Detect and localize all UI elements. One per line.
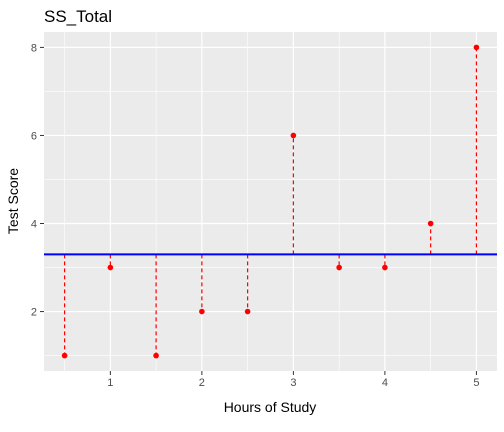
x-tick-label: 1 <box>107 377 113 389</box>
residual-segments <box>63 47 478 356</box>
y-axis-title: Test Score <box>5 168 21 234</box>
data-point <box>382 264 388 271</box>
data-point <box>427 220 434 227</box>
data-point <box>336 264 342 271</box>
chart-title: SS_Total <box>44 7 112 26</box>
x-axis-ticks: 1 2 3 4 5 <box>107 371 479 389</box>
data-point <box>199 308 205 315</box>
data-points <box>61 44 480 359</box>
data-point <box>107 264 114 271</box>
data-point <box>290 132 297 139</box>
x-tick-label: 2 <box>199 377 205 389</box>
y-tick-label: 6 <box>31 130 37 142</box>
y-tick-label: 2 <box>31 307 37 319</box>
plot-panel <box>44 32 497 371</box>
data-point <box>61 352 68 359</box>
y-axis-ticks: 2 4 6 8 <box>31 42 44 319</box>
y-tick-label: 8 <box>31 42 37 54</box>
data-point <box>244 308 251 315</box>
x-tick-label: 4 <box>382 377 388 389</box>
data-point <box>473 44 480 51</box>
x-axis-title: Hours of Study <box>224 399 317 415</box>
x-tick-label: 5 <box>473 377 479 389</box>
x-tick-label: 3 <box>290 377 296 389</box>
data-point <box>153 352 159 359</box>
y-tick-label: 4 <box>31 219 37 231</box>
